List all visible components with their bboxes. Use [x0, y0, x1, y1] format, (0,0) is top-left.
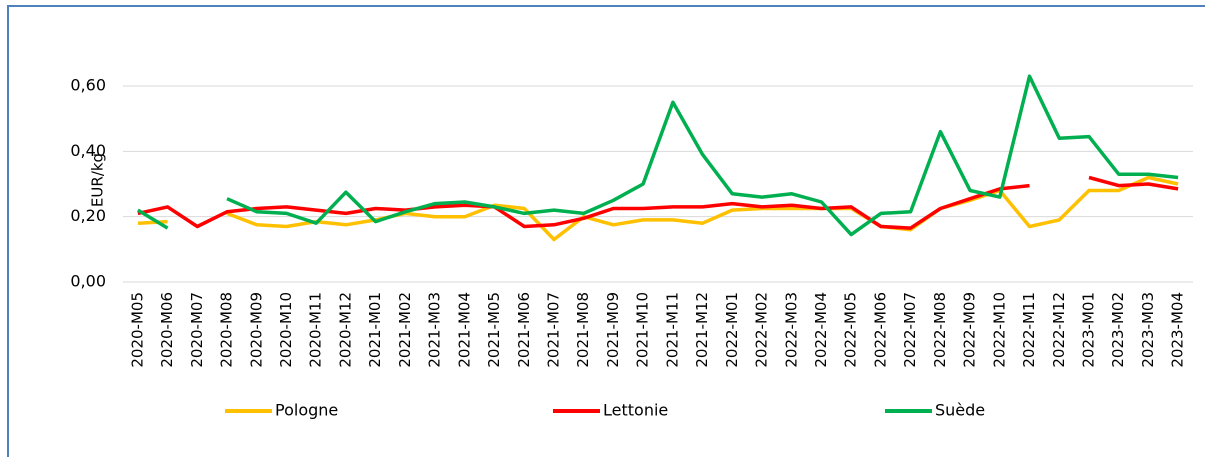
x-tick-label: 2021-M03 — [426, 292, 444, 368]
x-tick-label: 2021-M11 — [663, 292, 681, 368]
series-line — [137, 175, 1179, 230]
x-tick-label: 2022-M04 — [812, 292, 830, 368]
x-tick-label: 2020-M09 — [247, 292, 265, 368]
x-tick-label: 2021-M08 — [574, 292, 592, 368]
y-tick-label: 0,60 — [70, 76, 106, 95]
legend-label: Pologne — [275, 401, 338, 420]
x-tick-label: 2021-M10 — [634, 292, 652, 368]
x-tick-label: 2021-M01 — [366, 292, 384, 368]
x-tick-label: 2022-M07 — [901, 292, 919, 368]
x-tick-label: 2022-M10 — [990, 292, 1008, 368]
y-tick-label: 0,40 — [70, 141, 106, 160]
series-line — [136, 74, 1179, 237]
y-tick-label: 0,00 — [70, 272, 106, 291]
x-tick-label: 2022-M08 — [931, 292, 949, 368]
y-tick-label: 0,20 — [70, 206, 106, 225]
x-tick-label: 2021-M02 — [396, 292, 414, 368]
x-tick-label: 2022-M02 — [753, 292, 771, 368]
x-tick-label: 2020-M07 — [188, 292, 206, 368]
x-tick-label: 2021-M12 — [693, 292, 711, 368]
x-tick-label: 2020-M11 — [307, 292, 325, 368]
x-tick-label: 2023-M04 — [1169, 292, 1187, 368]
legend-label: Suède — [935, 401, 985, 420]
x-tick-label: 2020-M12 — [336, 292, 354, 368]
x-tick-label: 2022-M12 — [1050, 292, 1068, 368]
x-tick-label: 2022-M03 — [782, 292, 800, 368]
x-tick-label: 2021-M07 — [544, 292, 562, 368]
x-tick-label: 2022-M06 — [871, 292, 889, 368]
y-axis-label: EUR/kg — [89, 153, 107, 207]
x-tick-label: 2021-M05 — [485, 292, 503, 368]
x-tick-label: 2021-M06 — [515, 292, 533, 368]
x-tick-label: 2020-M05 — [128, 292, 146, 368]
x-tick-label: 2020-M08 — [218, 292, 236, 368]
x-tick-label: 2023-M02 — [1109, 292, 1127, 368]
x-tick-label: 2020-M06 — [158, 292, 176, 368]
x-tick-label: 2022-M11 — [1020, 292, 1038, 368]
x-tick-label: 2022-M01 — [723, 292, 741, 368]
x-tick-label: 2023-M01 — [1079, 292, 1097, 368]
x-tick-label: 2023-M03 — [1139, 292, 1157, 368]
x-tick-label: 2021-M09 — [604, 292, 622, 368]
frame — [7, 5, 1205, 457]
x-tick-label: 2021-M04 — [455, 292, 473, 368]
x-tick-label: 2020-M10 — [277, 292, 295, 368]
x-tick-label: 2022-M09 — [961, 292, 979, 368]
legend-label: Lettonie — [603, 401, 668, 420]
x-tick-label: 2022-M05 — [842, 292, 860, 368]
